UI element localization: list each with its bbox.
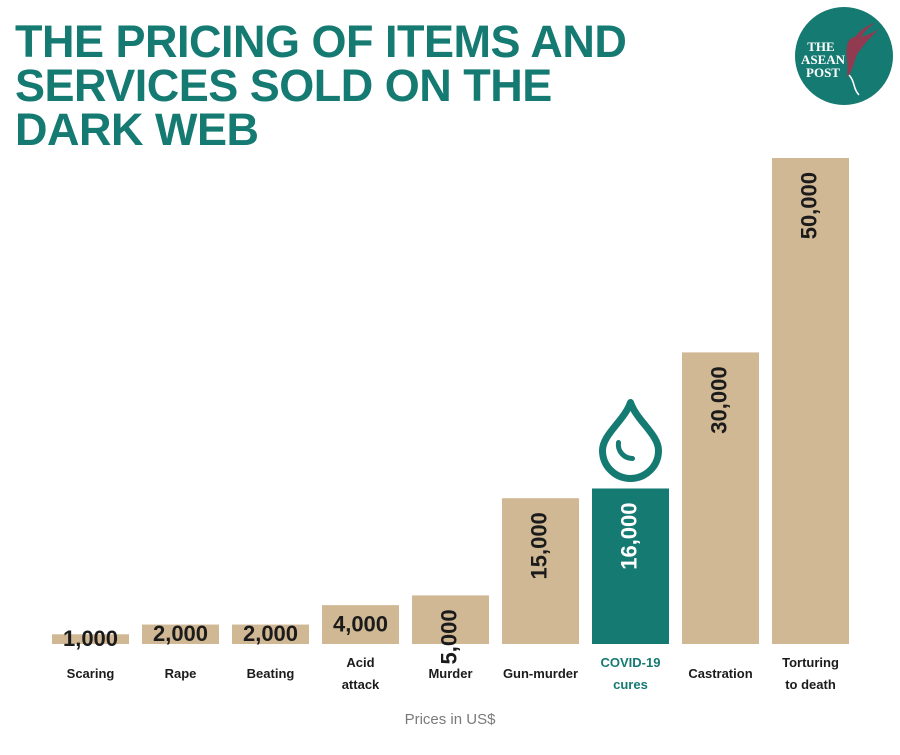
chart-footnote: Prices in US$ [404,711,496,728]
bar-scaring [52,634,129,644]
bar-murder [412,595,489,644]
title-line: DARK WEB [15,104,259,155]
bar-value-label: 30,000 [706,366,731,433]
logo-text-line: THE [807,39,834,54]
bar-value-label: 2,000 [243,621,298,646]
category-label: Rape [165,666,197,681]
asean-post-logo: THE ASEAN POST [795,7,893,105]
bar-value-label: 15,000 [526,512,551,579]
water-drop-icon [599,398,662,482]
hummingbird-icon [846,23,879,77]
bar-acid-attack [322,605,399,644]
logo-circle [795,7,893,105]
category-label: Murder [428,666,472,681]
bar-rape [142,624,219,644]
category-label: Scaring [67,666,115,681]
title-line: THE PRICING OF ITEMS AND [15,16,627,67]
logo-text-line: POST [806,65,840,80]
category-label: Acid attack [342,655,380,692]
category-label: Torturing to death [782,655,839,692]
bar-castration [682,352,759,644]
category-label: COVID-19 cures [601,655,661,692]
hummingbird-tail-icon [848,74,860,96]
category-label: Castration [688,666,752,681]
category-label: Beating [247,666,295,681]
title-line: SERVICES SOLD ON THE [15,60,552,111]
bar-value-label: 16,000 [616,502,641,569]
bar-covid-19-cures [592,488,669,644]
category-label: Gun-murder [503,666,578,681]
bar-torturing-to-death [772,158,849,644]
bar-value-label: 50,000 [796,172,821,239]
bar-value-label: 5,000 [436,609,461,664]
logo-text-line: ASEAN [801,52,846,67]
bar-value-label: 4,000 [333,611,388,636]
bar-value-label: 2,000 [153,621,208,646]
page-title: THE PRICING OF ITEMS AND SERVICES SOLD O… [15,16,715,155]
bar-value-label: 1,000 [63,626,118,651]
bar-chart: 1,000 Scaring 2,000 Rape 2,000 Beating 4,000 Ac… [52,158,849,692]
bar-gun-murder [502,498,579,644]
bar-beating [232,624,309,644]
